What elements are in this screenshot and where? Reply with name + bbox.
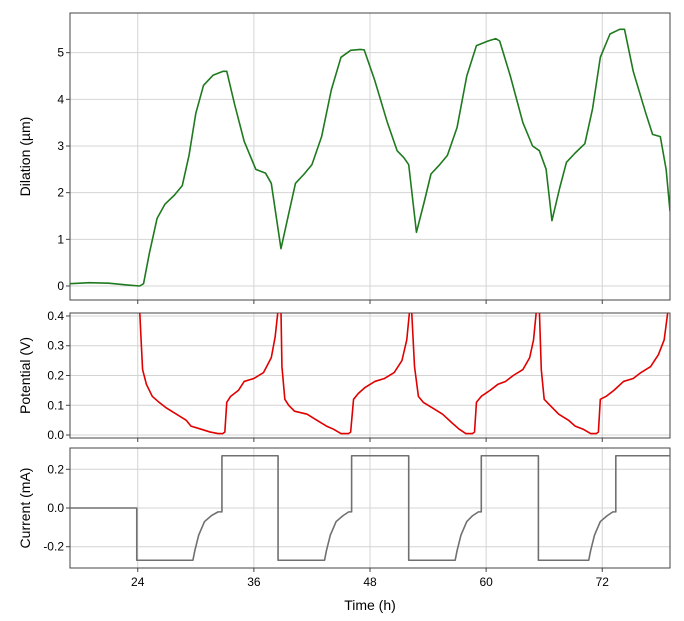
- potential-ytick-label: 0.3: [47, 339, 64, 353]
- dilation-ytick-label: 4: [57, 92, 64, 106]
- x-axis-title: Time (h): [344, 597, 396, 613]
- x-tick-label: 60: [479, 575, 493, 589]
- current-ytick-label: -0.2: [43, 540, 64, 554]
- dilation-panel: 0 1 2 3 4 5 Dilation (µm): [17, 12, 671, 304]
- dilation-ytick-label: 0: [57, 279, 64, 293]
- potential-ytick-label: 0.4: [47, 309, 64, 323]
- potential-panel: 0.0 0.1 0.2 0.3 0.4 Potential (V): [17, 309, 671, 442]
- x-tick-label: 36: [247, 575, 261, 589]
- dilation-ytick-label: 2: [57, 186, 64, 200]
- potential-ytick-label: 0.2: [47, 369, 64, 383]
- x-tick-label: 24: [131, 575, 145, 589]
- dilation-series-line: [70, 28, 670, 287]
- dilation-y-axis-title: Dilation (µm): [17, 117, 33, 197]
- dilation-ytick-label: 3: [57, 139, 64, 153]
- x-tick-label: 72: [596, 575, 610, 589]
- current-panel: -0.2 0.0 0.2 Current (mA) 24 36 48 60 72: [17, 447, 671, 589]
- x-tick-label: 48: [363, 575, 377, 589]
- current-ytick-label: 0.0: [47, 501, 64, 515]
- potential-series-line: [139, 313, 669, 435]
- dilation-plot-frame: [69, 12, 671, 301]
- current-ytick-label: 0.2: [47, 462, 64, 476]
- potential-y-axis-title: Potential (V): [17, 337, 33, 414]
- dilation-ytick-label: 5: [57, 46, 64, 60]
- potential-ytick-label: 0.1: [47, 398, 64, 412]
- current-y-axis-title: Current (mA): [17, 468, 33, 549]
- potential-plot-frame: [69, 312, 671, 439]
- potential-ytick-label: 0.0: [47, 428, 64, 442]
- current-series-line: [70, 454, 670, 562]
- dilation-ytick-label: 1: [57, 232, 64, 246]
